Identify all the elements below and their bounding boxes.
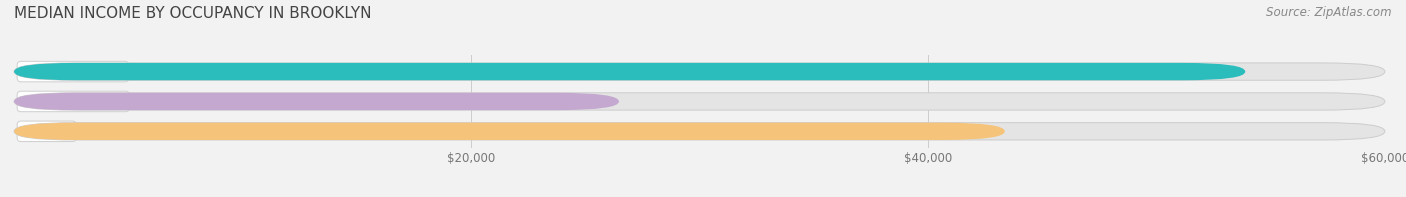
Text: Owner-Occupied: Owner-Occupied (21, 65, 125, 78)
Text: $53,889: $53,889 (1182, 65, 1234, 78)
Text: Source: ZipAtlas.com: Source: ZipAtlas.com (1267, 6, 1392, 19)
Text: $43,365: $43,365 (1017, 125, 1067, 138)
Text: Average: Average (21, 125, 73, 138)
Text: $26,477: $26,477 (630, 95, 682, 108)
Text: MEDIAN INCOME BY OCCUPANCY IN BROOKLYN: MEDIAN INCOME BY OCCUPANCY IN BROOKLYN (14, 6, 371, 21)
Text: Renter-Occupied: Renter-Occupied (21, 95, 125, 108)
